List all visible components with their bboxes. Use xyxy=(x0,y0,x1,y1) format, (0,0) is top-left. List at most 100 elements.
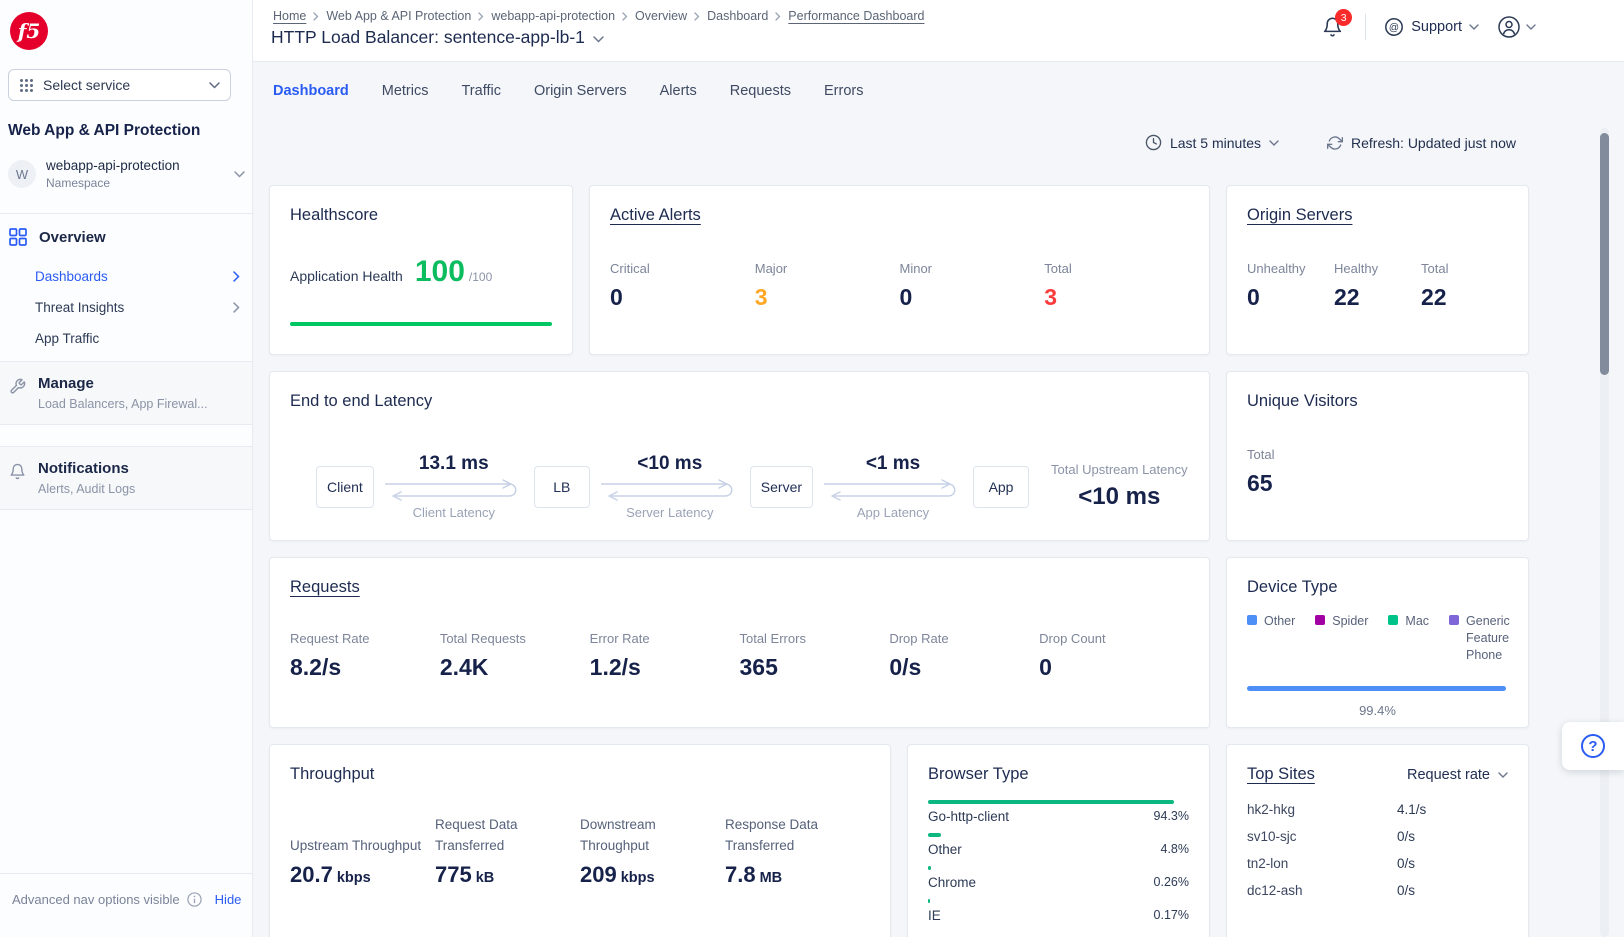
browser-type-card: Browser Type Go-http-client 94.3% xyxy=(907,744,1210,937)
support-label: Support xyxy=(1411,19,1462,35)
app-latency-segment: <1 ms App Latency xyxy=(813,453,973,520)
drop-count-metric: Drop Count 0 xyxy=(1039,631,1106,680)
namespace-avatar: W xyxy=(8,160,36,188)
scrollbar-track[interactable] xyxy=(1600,128,1609,937)
throughput-title: Throughput xyxy=(290,765,375,783)
origin-servers-title[interactable]: Origin Servers xyxy=(1247,206,1353,224)
notification-count-badge: 3 xyxy=(1335,9,1353,26)
error-rate-metric: Error Rate 1.2/s xyxy=(589,631,650,680)
sidebar-item-app-traffic[interactable]: App Traffic xyxy=(35,331,100,346)
total-origins-metric: Total 22 xyxy=(1421,261,1449,310)
breadcrumb-home[interactable]: Home xyxy=(273,9,307,23)
major-alerts-metric: Major 3 xyxy=(754,261,788,310)
time-range-label: Last 5 minutes xyxy=(1169,134,1262,151)
chevron-down-icon xyxy=(1269,139,1279,146)
help-question-icon: ? xyxy=(1581,734,1605,758)
lb-node: LB xyxy=(533,465,590,508)
upstream-throughput-metric: Upstream Throughput 20.7 kbps xyxy=(290,838,422,887)
drop-rate-metric: Drop Rate 0/s xyxy=(889,631,949,680)
top-site-row: sv10-sjc 0/s xyxy=(1247,829,1508,844)
sidebar-item-notifications[interactable]: Notifications Alerts, Audit Logs xyxy=(0,446,252,510)
sidebar-item-dashboards[interactable]: Dashboards xyxy=(35,269,240,284)
sidebar-item-manage[interactable]: Manage Load Balancers, App Firewal... xyxy=(0,361,252,425)
help-button[interactable]: ? xyxy=(1562,722,1624,770)
site-name: sv10-sjc xyxy=(1247,829,1297,844)
device-type-bar xyxy=(1247,685,1507,691)
browser-bar xyxy=(928,833,941,837)
refresh-button[interactable]: Refresh: Updated just now xyxy=(1327,135,1516,151)
requests-title[interactable]: Requests xyxy=(290,578,360,596)
active-alerts-title[interactable]: Active Alerts xyxy=(610,206,701,224)
browser-name: IE xyxy=(928,908,941,923)
device-type-title: Device Type xyxy=(1247,578,1338,596)
chevron-down-icon xyxy=(1469,24,1479,30)
browser-bar xyxy=(928,899,931,903)
roundtrip-arrow-icon xyxy=(384,479,517,501)
clock-icon xyxy=(1145,134,1162,151)
chevron-right-icon xyxy=(313,11,319,21)
refresh-icon xyxy=(1327,135,1344,150)
latency-card: End to end Latency Client 13.1 ms Client… xyxy=(269,371,1210,541)
time-range-selector[interactable]: Last 5 minutes xyxy=(1145,134,1279,151)
sidebar-item-overview[interactable]: Overview xyxy=(9,228,106,246)
sidebar-item-threat-insights[interactable]: Threat Insights xyxy=(35,300,240,315)
healthy-origins-metric: Healthy 22 xyxy=(1334,261,1379,310)
breadcrumb-item[interactable]: Dashboard xyxy=(707,9,769,23)
healthscore-card: Healthscore Application Health 100 /100 xyxy=(269,185,573,355)
overview-label: Overview xyxy=(39,228,106,246)
total-requests-metric: Total Requests 2.4K xyxy=(439,631,526,680)
f5-logo[interactable]: f5 xyxy=(10,12,48,50)
account-menu[interactable] xyxy=(1497,15,1536,39)
title-chevron-down-icon[interactable] xyxy=(593,35,604,43)
info-icon[interactable] xyxy=(187,892,202,907)
breadcrumb-current[interactable]: Performance Dashboard xyxy=(788,9,925,23)
tab-dashboard[interactable]: Dashboard xyxy=(273,83,349,99)
chevron-right-icon xyxy=(694,11,700,21)
roundtrip-arrow-icon xyxy=(824,479,956,501)
legend-item: Spider xyxy=(1315,613,1368,664)
page-title: HTTP Load Balancer: sentence-app-lb-1 xyxy=(271,27,585,47)
breadcrumb-item[interactable]: Overview xyxy=(635,9,688,23)
critical-alerts-metric: Critical 0 xyxy=(610,261,650,310)
downstream-throughput-metric: Downstream Throughput 209 kbps xyxy=(580,817,656,887)
tab-origin-servers[interactable]: Origin Servers xyxy=(533,83,627,99)
request-rate-metric: Request Rate 8.2/s xyxy=(290,631,370,680)
total-upstream-latency: Total Upstream Latency <10 ms xyxy=(1051,462,1188,510)
tab-errors[interactable]: Errors xyxy=(823,83,864,99)
toolbar: Last 5 minutes Refresh: Updated just now xyxy=(1145,134,1516,151)
support-menu[interactable]: @ Support xyxy=(1384,17,1479,37)
breadcrumb-item[interactable]: Web App & API Protection xyxy=(326,9,472,23)
select-service-dropdown[interactable]: Select service xyxy=(8,69,231,101)
chevron-down-icon xyxy=(209,81,220,89)
product-title: Web App & API Protection xyxy=(8,122,201,139)
tab-metrics[interactable]: Metrics xyxy=(381,83,429,99)
top-sites-title[interactable]: Top Sites xyxy=(1247,765,1315,783)
notifications-bell-button[interactable]: 3 xyxy=(1322,9,1353,38)
top-site-row: dc12-ash 0/s xyxy=(1247,883,1508,898)
device-type-card: Device Type Other Spider Mac xyxy=(1226,557,1529,728)
unique-visitors-card: Unique Visitors Total 65 xyxy=(1226,371,1529,541)
overview-grid-icon xyxy=(9,228,27,246)
notifications-sublabel: Alerts, Audit Logs xyxy=(38,482,136,496)
application-health-label: Application Health xyxy=(290,268,403,284)
site-rate: 4.1/s xyxy=(1397,802,1427,817)
chevron-down-icon xyxy=(1498,771,1508,778)
tab-traffic[interactable]: Traffic xyxy=(461,83,501,99)
breadcrumb: Home Web App & API Protection webapp-api… xyxy=(273,9,924,23)
app-node: App xyxy=(973,465,1030,508)
breadcrumb-item[interactable]: webapp-api-protection xyxy=(491,9,616,23)
chevron-right-icon xyxy=(478,11,484,21)
hide-nav-link[interactable]: Hide xyxy=(214,892,242,907)
grid-dots-icon xyxy=(20,78,33,92)
top-sites-sort-selector[interactable]: Request rate xyxy=(1407,767,1508,783)
user-avatar-icon xyxy=(1498,16,1520,38)
scrollbar-thumb[interactable] xyxy=(1600,133,1609,375)
roundtrip-arrow-icon xyxy=(600,479,733,501)
tab-alerts[interactable]: Alerts xyxy=(659,83,697,99)
legend-swatch xyxy=(1247,615,1257,625)
top-site-row: tn2-lon 0/s xyxy=(1247,856,1508,871)
tab-requests[interactable]: Requests xyxy=(729,83,791,99)
site-name: hk2-hkg xyxy=(1247,802,1296,817)
namespace-selector[interactable]: W webapp-api-protection Namespace xyxy=(8,158,245,190)
healthscore-max: /100 xyxy=(468,270,493,284)
